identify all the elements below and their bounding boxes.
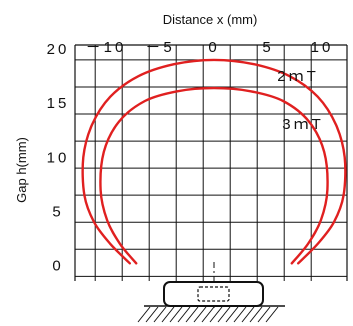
y-tick-label: 10 [47, 149, 70, 166]
field-curves [81, 58, 347, 265]
y-tick-label: 20 [47, 41, 70, 58]
hatch-line [249, 306, 263, 323]
y-tick-label: 15 [47, 95, 70, 112]
magnet-core-outline [197, 286, 230, 302]
hatch-line [161, 306, 175, 323]
x-tick-label: 10 [311, 39, 334, 56]
series-line-3mt [99, 86, 329, 265]
curve-labels: 2ｍT 3ｍT [277, 68, 324, 133]
x-tick-labels: －10 －5 0 5 10 [86, 39, 334, 56]
series-label-2mt: 2ｍT [277, 68, 319, 85]
x-tick-label: 0 [208, 39, 219, 56]
series-label-3mt: 3ｍT [282, 116, 324, 133]
hatch-line [233, 306, 247, 323]
hatch-line [201, 306, 215, 323]
hatch-line [177, 306, 191, 323]
y-tick-labels: 0 5 10 15 20 [47, 41, 70, 275]
hatch-line [225, 306, 239, 323]
hatch-line [137, 306, 151, 323]
hatch-line [265, 306, 279, 323]
hatch-line [209, 306, 223, 323]
hatch-line [169, 306, 183, 323]
hatch-line [185, 306, 199, 323]
x-tick-label: －5 [145, 39, 174, 56]
y-tick-label: 5 [52, 203, 63, 220]
magnet-drawing [137, 262, 285, 323]
hatch-line [217, 306, 231, 323]
x-axis-title: Distance x (mm) [163, 12, 258, 27]
ground-hatching [137, 306, 279, 323]
hatch-line [145, 306, 159, 323]
x-tick-label: 5 [262, 39, 273, 56]
hatch-line [257, 306, 271, 323]
series-line-2mt [81, 58, 347, 265]
y-axis-title: Gap h(mm) [14, 137, 29, 203]
magnet-body [163, 281, 264, 307]
hatch-line [241, 306, 255, 323]
x-tick-label: －10 [86, 39, 127, 56]
y-tick-label: 0 [52, 258, 63, 275]
hatch-line [193, 306, 207, 323]
hatch-line [153, 306, 167, 323]
